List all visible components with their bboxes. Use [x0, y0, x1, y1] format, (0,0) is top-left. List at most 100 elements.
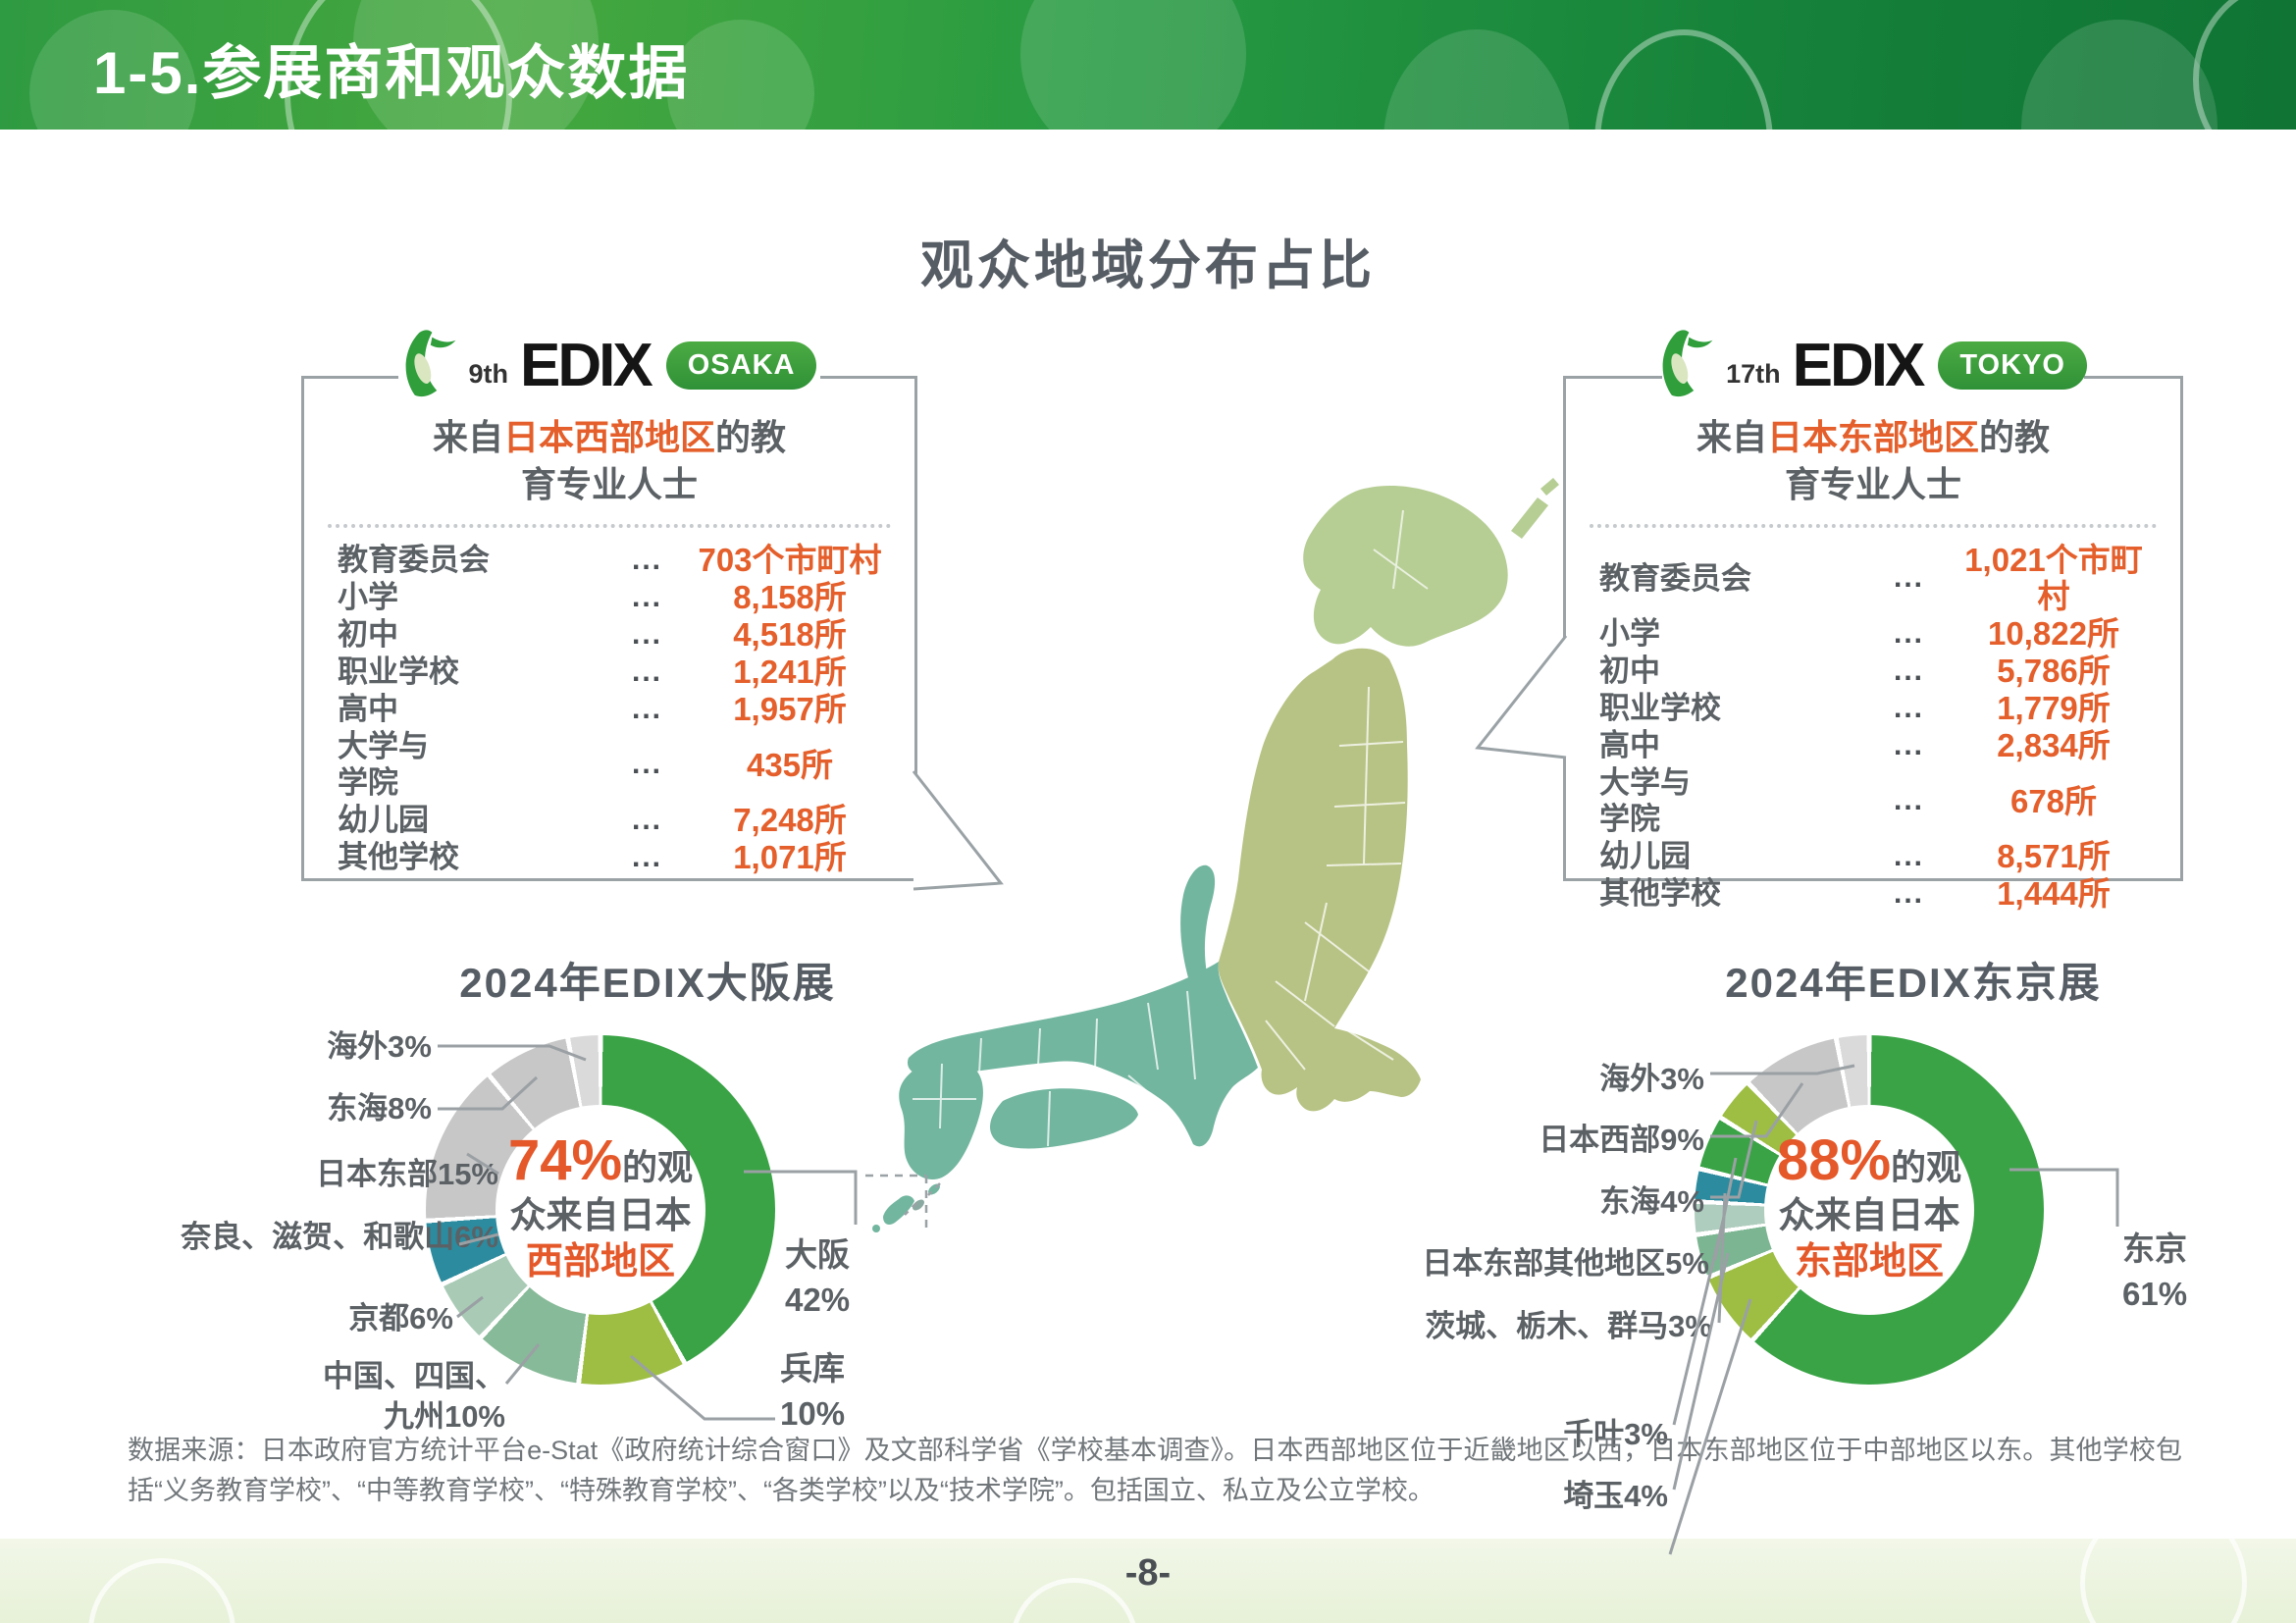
- segment-callout: 茨城、栃木、群马3%: [1425, 1309, 1712, 1343]
- row-label: 小学: [338, 580, 398, 614]
- center-text: 众来自日本: [509, 1194, 692, 1235]
- segment-callout: 东海8%: [327, 1091, 432, 1126]
- table-row: 教育委员会... 1,021个市町村: [1599, 542, 2151, 614]
- segment-callout: 日本东部15%: [315, 1157, 498, 1191]
- map-region-kyushu: [899, 1057, 983, 1211]
- decor-circle: [2021, 20, 2218, 130]
- table-row: 小学... 10,822所: [1599, 615, 2151, 652]
- row-value: 1,957所: [733, 691, 847, 727]
- row-dots: ...: [632, 692, 663, 725]
- row-dots: ...: [632, 617, 663, 651]
- row-label: 幼儿园: [338, 803, 429, 837]
- header-band: 1-5.参展商和观众数据: [0, 0, 2296, 130]
- table-row: 大学与 学院... 678所: [1599, 764, 2151, 837]
- logo-edition: 17th: [1726, 358, 1781, 389]
- row-dots: ...: [1894, 728, 1925, 761]
- row-value: 703个市町村: [698, 542, 882, 578]
- segment-callout: 中国、四国、 九州10%: [323, 1359, 505, 1434]
- dashed-separator: [328, 524, 891, 528]
- heading-prefix: 来自: [432, 417, 503, 457]
- row-dots: ...: [632, 840, 663, 873]
- row-dots: ...: [1894, 784, 1925, 816]
- row-dots: ...: [1894, 876, 1925, 910]
- decor-ring: [2193, 0, 2296, 130]
- osaka-callout-box: 来自日本西部地区的教育专业人士 教育委员会... 703个市町村 小学... 8,1…: [301, 376, 917, 881]
- segment-callout: 海外3%: [1599, 1062, 1704, 1096]
- segment-callout: 京都6%: [348, 1301, 453, 1335]
- table-row: 初中... 4,518所: [338, 616, 885, 653]
- segment-callout: 日本西部9%: [1539, 1123, 1704, 1157]
- logo-city-badge: OSAKA: [665, 340, 817, 390]
- decor-circle: [1383, 29, 1570, 130]
- map-region-hokkaido: [1303, 478, 1559, 647]
- table-row: 教育委员会... 703个市町村: [338, 542, 885, 578]
- segment-callout: 东京 61%: [2122, 1230, 2188, 1312]
- row-value: 8,158所: [733, 579, 847, 615]
- osaka-data-rows: 教育委员会... 703个市町村 小学... 8,158所 初中... 4,518所 …: [304, 538, 914, 875]
- row-value: 1,071所: [733, 839, 847, 875]
- edix-osaka-logo: 9th EDIX OSAKA: [398, 320, 820, 410]
- slide-title: 1-5.参展商和观众数据: [93, 39, 690, 106]
- osaka-box-pointer: [912, 770, 1004, 891]
- decor-ring: [285, 0, 512, 130]
- row-value: 7,248所: [733, 802, 847, 838]
- segment-callout: 兵库 10%: [780, 1350, 846, 1432]
- center-text: 的观: [1891, 1146, 1962, 1187]
- row-label: 职业学校: [338, 654, 459, 689]
- edix-tokyo-logo: 17th EDIX TOKYO: [1659, 320, 2087, 410]
- osaka-panel-heading: 来自日本西部地区的教育专业人士: [423, 414, 796, 508]
- row-label: 其他学校: [338, 840, 459, 874]
- table-row: 幼儿园... 7,248所: [338, 802, 885, 838]
- map-region-shikoku: [990, 1088, 1138, 1149]
- center-region: 西部地区: [525, 1240, 675, 1283]
- table-row: 职业学校... 1,241所: [338, 654, 885, 690]
- heading-suffix: 的教育专业人士: [520, 417, 787, 504]
- row-dots: ...: [632, 803, 663, 836]
- segment-callout: 大阪 42%: [785, 1236, 851, 1318]
- heading-suffix: 的教育专业人士: [1784, 417, 2051, 504]
- osaka-donut-center-label: 74%的观 众来自日本 西部地区: [496, 1105, 705, 1315]
- row-value: 2,834所: [1997, 727, 2111, 763]
- row-value: 5,786所: [1997, 653, 2111, 689]
- tokyo-donut-chart: 88%的观 众来自日本 东部地区: [1695, 1035, 2044, 1385]
- page-number: -8-: [1124, 1552, 1172, 1594]
- tokyo-chart-title: 2024年EDIX东京展: [1725, 960, 2102, 1006]
- center-percent: 74%: [507, 1127, 623, 1192]
- logo-brand: EDIX: [1792, 331, 1926, 399]
- row-value: 678所: [2009, 782, 2098, 819]
- row-label: 大学与 学院: [1599, 765, 1691, 836]
- center-text: 的观: [622, 1146, 694, 1187]
- page-title: 观众地域分布占比: [920, 236, 1376, 295]
- segment-callout: 埼玉4%: [1563, 1479, 1668, 1513]
- row-label: 高中: [1599, 728, 1660, 762]
- leaf-icon: [402, 328, 457, 403]
- map-region-east-japan: [1218, 648, 1421, 1112]
- row-label: 大学与 学院: [338, 729, 429, 800]
- decor-circle: [667, 20, 814, 130]
- table-row: 初中... 5,786所: [1599, 653, 2151, 689]
- row-dots: ...: [1894, 616, 1925, 650]
- segment-callout: 海外3%: [327, 1029, 432, 1064]
- tokyo-donut-center-label: 88%的观 众来自日本 东部地区: [1764, 1105, 1974, 1315]
- row-dots: ...: [632, 654, 663, 688]
- segment-callout: 日本东部其他地区5%: [1422, 1246, 1709, 1281]
- table-row: 高中... 1,957所: [338, 691, 885, 727]
- row-label: 其他学校: [1599, 876, 1721, 911]
- tokyo-callout-box: 来自日本东部地区的教育专业人士 教育委员会... 1,021个市町村 小学... 1…: [1563, 376, 2183, 912]
- map-okinawa-inset: [865, 1174, 941, 1232]
- decor-ring: [1594, 29, 1773, 130]
- row-label: 幼儿园: [1599, 839, 1691, 873]
- tokyo-data-rows: 教育委员会... 1,021个市町村 小学... 10,822所 初中... 5,78…: [1566, 538, 2180, 912]
- leaf-icon: [1659, 328, 1714, 403]
- heading-prefix: 来自: [1696, 417, 1767, 457]
- row-dots: ...: [632, 543, 663, 576]
- row-value: 10,822所: [1988, 615, 2119, 652]
- row-dots: ...: [632, 748, 663, 780]
- table-row: 其他学校... 1,444所: [1599, 875, 2151, 912]
- row-dots: ...: [1894, 561, 1925, 594]
- center-percent: 88%: [1776, 1127, 1892, 1192]
- row-label: 初中: [1599, 654, 1660, 688]
- logo-city-badge: TOKYO: [1938, 340, 2087, 390]
- segment-callout: 千叶3%: [1563, 1417, 1668, 1451]
